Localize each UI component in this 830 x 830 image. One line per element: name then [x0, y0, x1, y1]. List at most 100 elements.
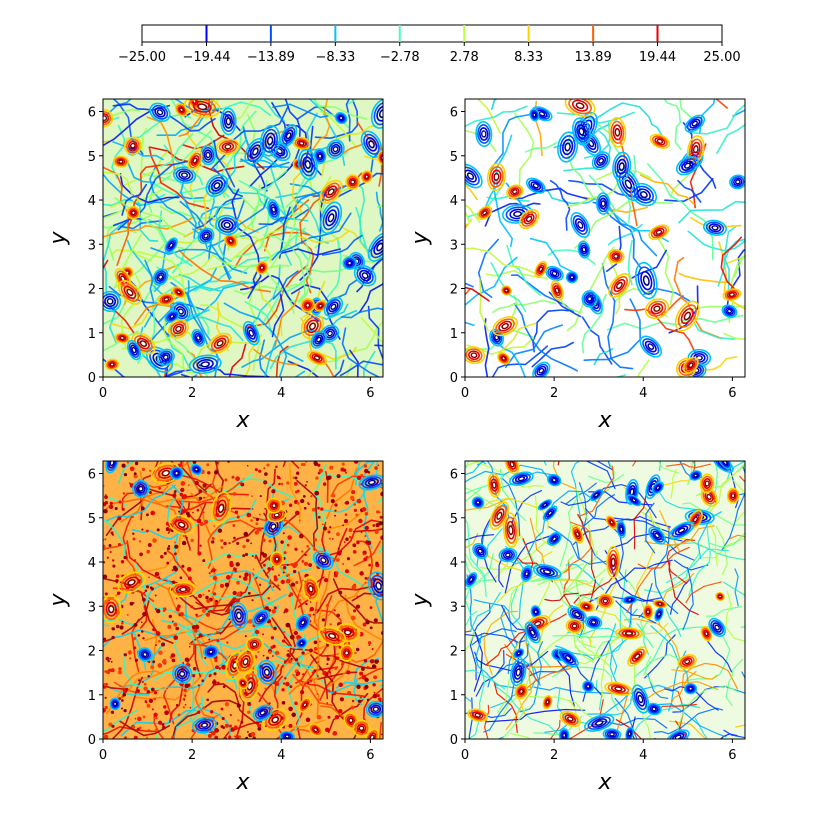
vortex-positive — [571, 524, 584, 544]
vortex-ring — [582, 680, 595, 693]
vortex-positive — [502, 512, 519, 549]
vortex-ring — [139, 648, 151, 661]
vortex-ring — [705, 221, 725, 235]
vortex-negative — [156, 348, 175, 366]
contour-filament — [103, 193, 165, 207]
speckle — [283, 660, 287, 664]
contour-filament — [549, 719, 561, 739]
vortex-positive — [608, 117, 627, 148]
vortex-ring — [344, 650, 350, 656]
vortex-ring — [653, 482, 663, 493]
speckle — [202, 559, 206, 563]
vortex-ring — [543, 696, 552, 708]
speckle — [233, 567, 237, 572]
vortex-ring — [179, 107, 184, 113]
speckle — [132, 532, 135, 535]
vortex-ring — [525, 215, 533, 223]
vortex-ring — [609, 250, 623, 263]
vortex-ring — [295, 614, 311, 632]
vortex-positive — [103, 594, 122, 624]
contour-field — [465, 461, 745, 739]
speckle — [319, 667, 322, 670]
x-tick-label: 4 — [639, 748, 647, 763]
speckle — [221, 716, 225, 721]
vortex-ring — [224, 144, 232, 150]
speckle — [182, 534, 186, 538]
vortex-positive — [169, 581, 197, 598]
vortex-ring — [261, 665, 273, 679]
contour-filament — [614, 697, 638, 739]
speckle — [323, 577, 329, 583]
vortex-ring — [502, 286, 511, 295]
y-tick-label: 4 — [450, 556, 458, 571]
vortex-core — [568, 717, 573, 721]
y-tick-label: 1 — [88, 689, 96, 704]
vortex-core — [578, 222, 582, 228]
contour-filament — [288, 462, 302, 524]
vortex-ring — [221, 142, 235, 152]
speckle — [353, 503, 356, 506]
speckle — [111, 635, 115, 639]
speckle — [240, 482, 244, 486]
vortex-ring — [728, 292, 735, 297]
contour-filament — [360, 317, 383, 345]
contour-filament — [670, 670, 697, 704]
contour-filament — [720, 236, 742, 290]
vortex-ring — [647, 300, 667, 317]
vortex-ring — [373, 101, 383, 126]
vortex-negative — [557, 648, 579, 668]
speckle — [257, 726, 262, 731]
contour-filament — [465, 105, 528, 129]
speckle — [337, 551, 342, 556]
vortex-ring — [649, 133, 671, 149]
contour-filament — [316, 545, 372, 592]
speckle — [173, 552, 177, 556]
contour-filament — [253, 544, 276, 599]
vortex-ring — [246, 326, 256, 340]
speckle — [183, 496, 185, 499]
vortex-core — [715, 625, 719, 630]
vortex-ring — [520, 565, 533, 582]
contour-filament — [205, 99, 220, 120]
vortex-ring — [325, 209, 338, 227]
vortex-ring — [267, 499, 281, 512]
contour-filament — [468, 697, 474, 739]
speckle — [331, 538, 334, 540]
speckle — [167, 624, 172, 629]
contour-filament — [511, 294, 518, 327]
vortex-ring — [536, 365, 547, 376]
speckle — [309, 601, 312, 603]
vortex-ring — [118, 159, 124, 164]
speckle — [134, 658, 138, 662]
vortex-ring — [270, 203, 278, 216]
contour-filament — [144, 259, 155, 304]
speckle — [143, 591, 146, 594]
y-tick-label: 3 — [450, 238, 458, 253]
contour-filament — [681, 662, 738, 690]
contour-filament — [531, 341, 574, 368]
colorbar-tick-label: −25.00 — [118, 50, 166, 65]
contour-filament — [341, 327, 381, 377]
y-tick-label: 5 — [450, 150, 458, 165]
vortex-ring — [634, 261, 658, 300]
contour-filament — [213, 168, 244, 197]
vortex-ring — [704, 631, 709, 637]
speckle — [158, 486, 162, 490]
speckle — [141, 681, 144, 683]
contour-filament — [626, 565, 659, 614]
speckle — [148, 660, 151, 663]
vortex-core — [121, 276, 125, 281]
speckle — [258, 469, 262, 473]
contour-filament — [296, 230, 350, 244]
vortex-ring — [594, 720, 604, 726]
speckle — [288, 723, 293, 728]
vortex-ring — [571, 609, 583, 620]
vortex-ring — [508, 186, 522, 198]
contour-filament — [207, 99, 265, 170]
contour-filament — [465, 518, 487, 598]
vortex-ring — [547, 473, 562, 487]
vortex-ring — [188, 99, 217, 116]
x-tick-label: 6 — [366, 748, 374, 763]
speckle — [152, 628, 156, 632]
speckle — [294, 476, 298, 480]
